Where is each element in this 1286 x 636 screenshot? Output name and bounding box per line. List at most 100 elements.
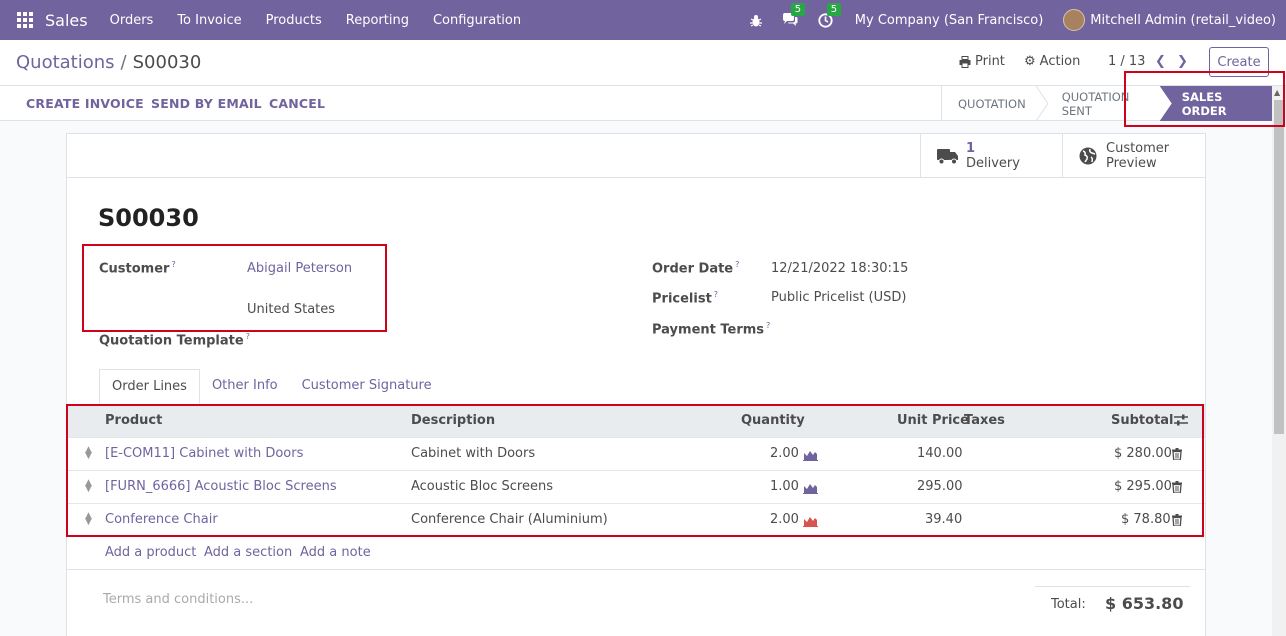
help-icon: ? <box>735 260 740 269</box>
table-row[interactable]: ▲ ▼ [E-COM11] Cabinet with Doors Cabinet … <box>67 437 1205 470</box>
column-taxes[interactable]: Taxes <box>964 413 1005 428</box>
customer-preview-button[interactable]: Customer Preview <box>1062 134 1205 178</box>
forecast-chart-icon[interactable] <box>803 515 818 527</box>
row-product[interactable]: Conference Chair <box>105 512 218 527</box>
delivery-count: 1 <box>966 141 976 156</box>
pager-next-icon[interactable]: ❯ <box>1177 54 1188 69</box>
tab-customer-signature[interactable]: Customer Signature <box>301 378 432 393</box>
activities-badge: 5 <box>826 3 842 16</box>
help-icon: ? <box>713 290 719 299</box>
stage-sales-order[interactable]: SALES ORDER <box>1159 86 1272 121</box>
drag-handle-icon[interactable]: ▲ ▼ <box>85 445 92 461</box>
messages-icon[interactable]: 5 <box>781 3 806 29</box>
customer-preview-line1: Customer <box>1106 141 1170 156</box>
footer-divider <box>67 569 1205 570</box>
gear-icon: ⚙ <box>1024 54 1036 69</box>
cancel-button[interactable]: CANCEL <box>269 96 326 111</box>
create-invoice-button[interactable]: CREATE INVOICE <box>26 96 144 111</box>
truck-icon <box>937 148 958 164</box>
row-unit-price[interactable]: 295.00 <box>917 479 963 494</box>
column-unit-price[interactable]: Unit Price <box>897 413 969 428</box>
stage-pipeline: QUOTATION QUOTATION SENT SALES ORDER <box>941 86 1272 121</box>
breadcrumb-separator: / <box>120 52 127 73</box>
row-quantity[interactable]: 2.00 <box>770 512 799 527</box>
row-quantity[interactable]: 2.00 <box>770 446 799 461</box>
row-description[interactable]: Cabinet with Doors <box>411 446 536 461</box>
highlight-box-stage <box>1124 71 1285 127</box>
activities-clock-icon[interactable]: 5 <box>817 3 842 29</box>
order-date-field[interactable]: 12/21/2022 18:30:15 <box>771 261 909 276</box>
scrollbar-thumb[interactable] <box>1274 100 1284 434</box>
help-icon: ? <box>766 321 771 330</box>
delivery-label: Delivery <box>966 156 1020 171</box>
pager-previous-icon[interactable]: ❮ <box>1155 54 1166 69</box>
row-description[interactable]: Acoustic Bloc Screens <box>411 479 553 494</box>
pricelist-field[interactable]: Public Pricelist (USD) <box>771 290 907 305</box>
column-subtotal[interactable]: Subtotal <box>1111 413 1174 428</box>
company-switcher[interactable]: My Company (San Francisco) <box>854 12 1044 28</box>
order-date-label: Order Date? <box>652 260 740 277</box>
delivery-smart-button[interactable]: 1 Delivery <box>920 134 1062 178</box>
table-row[interactable]: ▲ ▼ [FURN_6666] Acoustic Bloc Screens Aco… <box>67 470 1205 503</box>
app-menu-icon[interactable] <box>17 12 33 28</box>
customer-name-field[interactable]: Abigail Peterson <box>247 261 353 276</box>
payment-terms-label: Payment Terms? <box>652 321 771 338</box>
help-icon: ? <box>245 332 250 341</box>
top-navbar: Sales Orders To Invoice Products Reporti… <box>0 0 1286 40</box>
terms-input[interactable]: Terms and conditions... <box>103 592 254 607</box>
menu-to-invoice[interactable]: To Invoice <box>177 12 242 28</box>
trash-icon[interactable] <box>1172 448 1182 460</box>
column-quantity[interactable]: Quantity <box>741 413 805 428</box>
drag-handle-icon[interactable]: ▲ ▼ <box>85 478 92 494</box>
user-avatar[interactable] <box>1063 9 1086 31</box>
customer-country: United States <box>247 302 336 317</box>
total-divider <box>1035 586 1190 587</box>
order-lines-header: Product Description Quantity Unit Price … <box>67 404 1205 438</box>
menu-configuration[interactable]: Configuration <box>432 12 522 28</box>
breadcrumb-current: S00030 <box>132 52 202 73</box>
app-name[interactable]: Sales <box>45 10 88 30</box>
send-by-email-button[interactable]: SEND BY EMAIL <box>151 96 262 111</box>
stage-quotation[interactable]: QUOTATION <box>942 86 1048 121</box>
row-unit-price[interactable]: 39.40 <box>925 512 963 527</box>
notebook-tabs: Order Lines Other Info Customer Signatur… <box>99 369 444 404</box>
stage-quotation-sent[interactable]: QUOTATION SENT <box>1042 86 1160 121</box>
add-note-link[interactable]: Add a note <box>300 545 371 560</box>
tab-order-lines[interactable]: Order Lines <box>99 369 200 404</box>
forecast-chart-icon[interactable] <box>803 482 818 494</box>
customer-preview-line2: Preview <box>1106 156 1157 171</box>
row-product[interactable]: [FURN_6666] Acoustic Bloc Screens <box>105 479 337 494</box>
navbar-systray: 5 5 My Company (San Francisco) Mitchell … <box>747 0 1276 40</box>
printer-icon <box>959 55 971 68</box>
breadcrumb: Quotations / S00030 <box>16 52 201 73</box>
bug-icon[interactable] <box>747 11 765 29</box>
column-product[interactable]: Product <box>105 413 163 428</box>
row-description[interactable]: Conference Chair (Aluminium) <box>411 512 608 527</box>
print-button[interactable]: Print <box>959 54 1005 69</box>
trash-icon[interactable] <box>1172 481 1182 493</box>
pager-value[interactable]: 1 / 13 <box>1108 54 1146 69</box>
trash-icon[interactable] <box>1172 514 1182 526</box>
menu-reporting[interactable]: Reporting <box>345 12 409 28</box>
column-description[interactable]: Description <box>411 413 496 428</box>
record-title: S00030 <box>98 204 199 232</box>
form-sheet: 1 Delivery Customer Preview S00030 Custo… <box>66 133 1206 636</box>
add-product-link[interactable]: Add a product <box>105 545 197 560</box>
row-quantity[interactable]: 1.00 <box>770 479 799 494</box>
drag-handle-icon[interactable]: ▲ ▼ <box>85 511 92 527</box>
highlight-box-order-lines <box>66 404 1204 537</box>
stage-quotation-label: QUOTATION <box>958 96 1026 111</box>
user-menu[interactable]: Mitchell Admin (retail_video) <box>1090 12 1276 28</box>
action-button[interactable]: ⚙ Action <box>1024 54 1080 69</box>
menu-products[interactable]: Products <box>265 12 322 28</box>
row-product[interactable]: [E-COM11] Cabinet with Doors <box>105 446 304 461</box>
menu-orders[interactable]: Orders <box>109 12 154 28</box>
forecast-chart-icon[interactable] <box>803 449 818 461</box>
total-value: $ 653.80 <box>1105 594 1184 613</box>
add-section-link[interactable]: Add a section <box>204 545 293 560</box>
tab-other-info[interactable]: Other Info <box>211 378 278 393</box>
breadcrumb-quotations[interactable]: Quotations <box>16 52 115 73</box>
scroll-up-arrow-icon[interactable]: ▲ <box>1274 88 1281 97</box>
column-settings-icon[interactable] <box>1174 414 1188 427</box>
row-unit-price[interactable]: 140.00 <box>917 446 963 461</box>
